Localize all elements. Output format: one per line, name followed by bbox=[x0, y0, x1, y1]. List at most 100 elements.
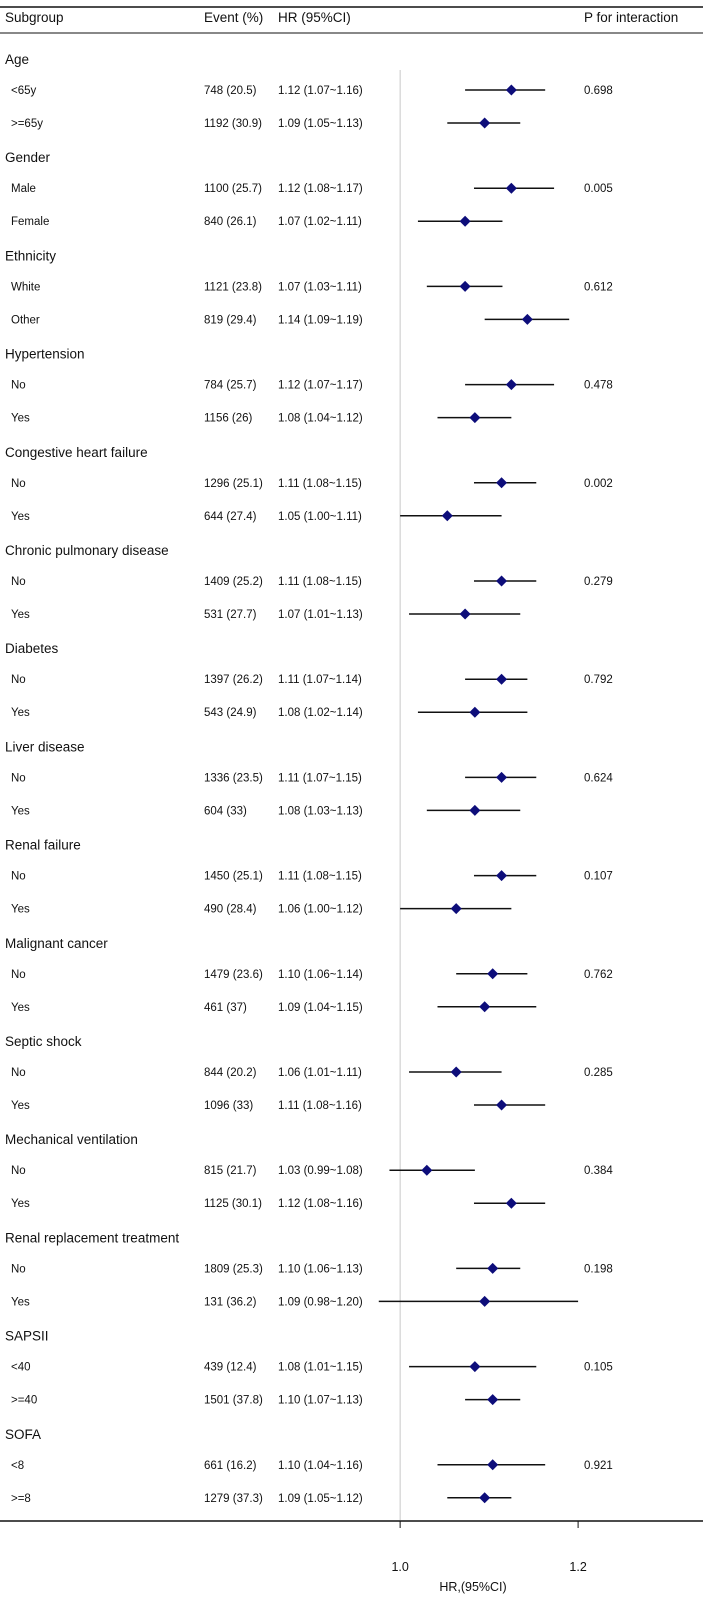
axis-ticks: 1.0 1.2 bbox=[391, 1521, 587, 1574]
hr-value: 1.11 (1.07~1.14) bbox=[278, 674, 362, 686]
hr-value: 1.09 (1.04~1.15) bbox=[278, 1002, 363, 1014]
hr-value: 1.11 (1.08~1.15) bbox=[278, 576, 362, 588]
row-label: Yes bbox=[11, 511, 30, 523]
row-label: No bbox=[11, 576, 26, 588]
hr-value: 1.09 (1.05~1.12) bbox=[278, 1493, 363, 1505]
p-interaction-value: 0.105 bbox=[584, 1362, 613, 1374]
event-value: 439 (12.4) bbox=[204, 1362, 257, 1374]
group-label: SOFA bbox=[5, 1427, 41, 1442]
event-value: 1501 (37.8) bbox=[204, 1395, 263, 1407]
hr-marker bbox=[505, 84, 517, 96]
p-interaction-value: 0.762 bbox=[584, 969, 613, 981]
group-label: Septic shock bbox=[5, 1034, 82, 1049]
event-value: 1397 (26.2) bbox=[204, 674, 263, 686]
event-value: 840 (26.1) bbox=[204, 216, 257, 228]
group-label: Diabetes bbox=[5, 641, 59, 656]
p-interaction-value: 0.384 bbox=[584, 1165, 613, 1177]
row-label: No bbox=[11, 871, 26, 883]
row-label: >=8 bbox=[11, 1493, 31, 1505]
p-interaction-value: 0.002 bbox=[584, 478, 613, 490]
hr-marker bbox=[487, 1394, 499, 1406]
hr-value: 1.07 (1.01~1.13) bbox=[278, 609, 363, 621]
hr-marker bbox=[469, 1361, 481, 1373]
event-value: 1296 (25.1) bbox=[204, 478, 263, 490]
hr-marker bbox=[505, 379, 517, 391]
hr-marker bbox=[521, 313, 533, 325]
row-label: No bbox=[11, 772, 26, 784]
hr-marker bbox=[496, 673, 508, 685]
event-value: 661 (16.2) bbox=[204, 1460, 257, 1472]
p-interaction-value: 0.792 bbox=[584, 674, 613, 686]
group-label: SAPSII bbox=[5, 1329, 49, 1344]
row-label: >=40 bbox=[11, 1395, 37, 1407]
p-interaction-value: 0.698 bbox=[584, 85, 613, 97]
group-label: Mechanical ventilation bbox=[5, 1132, 138, 1147]
hr-marker bbox=[505, 1197, 517, 1209]
row-label: Male bbox=[11, 183, 36, 195]
group-label: Hypertension bbox=[5, 347, 85, 362]
row-label: Female bbox=[11, 216, 49, 228]
header-p-interaction: P for interaction bbox=[584, 10, 678, 25]
row-label: <40 bbox=[11, 1362, 31, 1374]
group-label: Chronic pulmonary disease bbox=[5, 543, 169, 558]
p-interaction-value: 0.478 bbox=[584, 380, 613, 392]
p-interaction-value: 0.921 bbox=[584, 1460, 613, 1472]
event-value: 461 (37) bbox=[204, 1002, 247, 1014]
hr-marker bbox=[479, 1001, 491, 1013]
hr-value: 1.06 (1.01~1.11) bbox=[278, 1067, 362, 1079]
event-value: 1809 (25.3) bbox=[204, 1263, 263, 1275]
event-value: 1279 (37.3) bbox=[204, 1493, 263, 1505]
event-value: 844 (20.2) bbox=[204, 1067, 257, 1079]
p-interaction-value: 0.279 bbox=[584, 576, 613, 588]
hr-marker bbox=[505, 182, 517, 194]
rows-layer: Age <65y 748 (20.5) 1.12 (1.07~1.16) 0.698 >=… bbox=[5, 52, 613, 1505]
hr-value: 1.12 (1.08~1.17) bbox=[278, 183, 363, 195]
hr-marker bbox=[421, 1164, 433, 1176]
row-label: Yes bbox=[11, 1100, 30, 1112]
row-label: No bbox=[11, 380, 26, 392]
header-subgroup: Subgroup bbox=[5, 10, 64, 25]
hr-marker bbox=[479, 117, 491, 129]
row-label: No bbox=[11, 478, 26, 490]
row-label: Yes bbox=[11, 609, 30, 621]
hr-marker bbox=[496, 771, 508, 783]
hr-value: 1.03 (0.99~1.08) bbox=[278, 1165, 363, 1177]
hr-marker bbox=[459, 280, 471, 292]
tick-label: 1.2 bbox=[569, 1560, 586, 1574]
hr-marker bbox=[450, 903, 462, 915]
event-value: 815 (21.7) bbox=[204, 1165, 257, 1177]
event-value: 748 (20.5) bbox=[204, 85, 257, 97]
hr-marker bbox=[479, 1295, 491, 1307]
group-label: Liver disease bbox=[5, 739, 85, 754]
event-value: 1192 (30.9) bbox=[204, 118, 262, 130]
header-event: Event (%) bbox=[204, 10, 263, 25]
event-value: 1156 (26) bbox=[204, 413, 253, 425]
group-label: Malignant cancer bbox=[5, 936, 108, 951]
event-value: 1336 (23.5) bbox=[204, 772, 263, 784]
hr-value: 1.11 (1.07~1.15) bbox=[278, 772, 362, 784]
hr-marker bbox=[487, 968, 499, 980]
hr-value: 1.11 (1.08~1.15) bbox=[278, 871, 362, 883]
event-value: 1450 (25.1) bbox=[204, 871, 263, 883]
hr-value: 1.08 (1.01~1.15) bbox=[278, 1362, 363, 1374]
hr-value: 1.12 (1.08~1.16) bbox=[278, 1198, 363, 1210]
hr-value: 1.12 (1.07~1.17) bbox=[278, 380, 363, 392]
hr-value: 1.09 (1.05~1.13) bbox=[278, 118, 363, 130]
row-label: No bbox=[11, 1263, 26, 1275]
hr-value: 1.08 (1.02~1.14) bbox=[278, 707, 363, 719]
row-label: Other bbox=[11, 314, 40, 326]
row-label: Yes bbox=[11, 1296, 30, 1308]
hr-marker bbox=[441, 510, 453, 522]
hr-value: 1.10 (1.06~1.13) bbox=[278, 1263, 363, 1275]
hr-value: 1.05 (1.00~1.11) bbox=[278, 511, 362, 523]
hr-marker bbox=[496, 870, 508, 882]
hr-value: 1.10 (1.07~1.13) bbox=[278, 1395, 363, 1407]
row-label: No bbox=[11, 1067, 26, 1079]
p-interaction-value: 0.198 bbox=[584, 1263, 613, 1275]
hr-value: 1.10 (1.04~1.16) bbox=[278, 1460, 363, 1472]
event-value: 543 (24.9) bbox=[204, 707, 257, 719]
event-value: 1100 (25.7) bbox=[204, 183, 262, 195]
hr-marker bbox=[469, 804, 481, 816]
event-value: 819 (29.4) bbox=[204, 314, 257, 326]
